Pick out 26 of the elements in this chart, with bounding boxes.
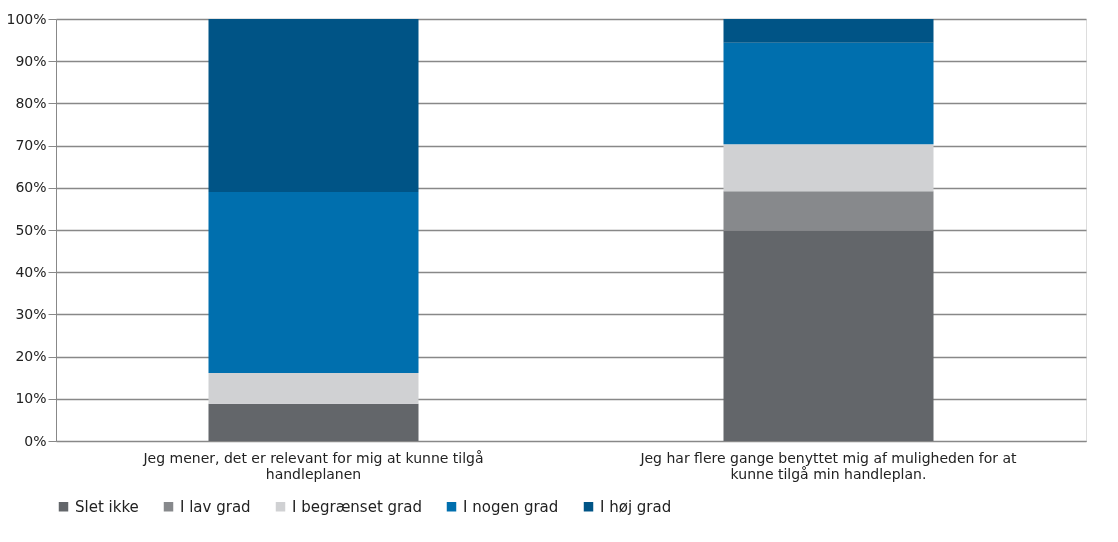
x-tick-label: Jeg har flere gange benyttet mig af muligheden for at kunne tilgå min handleplan. [639,449,1018,482]
y-tick-label: 40% [15,263,47,280]
y-tick-label: 30% [15,305,47,322]
bar [208,192,419,374]
y-tick-label: 60% [15,179,47,196]
legend-label: I lav grad [180,497,251,516]
legend-label: I høj grad [600,497,672,516]
legend-label: I begrænset grad [292,497,422,516]
bar [723,42,934,145]
y-tick-label: 100% [6,10,47,27]
bar [208,373,419,404]
y-tick-label: 80% [15,94,47,111]
y-tick-label: 70% [15,137,47,154]
bar [723,144,934,192]
legend-label: Slet ikke [75,497,139,516]
bar [208,19,419,193]
y-tick-label: 0% [24,432,47,449]
bar [723,230,934,441]
bar [208,403,419,441]
legend-label: I nogen grad [463,497,559,516]
y-tick-label: 90% [15,52,47,69]
x-tick-label: Jeg mener, det er relevant for mig at kunne tilgå handleplanen [142,449,484,482]
y-tick-label: 50% [15,221,47,238]
bar [723,19,934,43]
y-tick-label: 20% [15,348,47,365]
y-tick-label: 10% [15,390,47,407]
